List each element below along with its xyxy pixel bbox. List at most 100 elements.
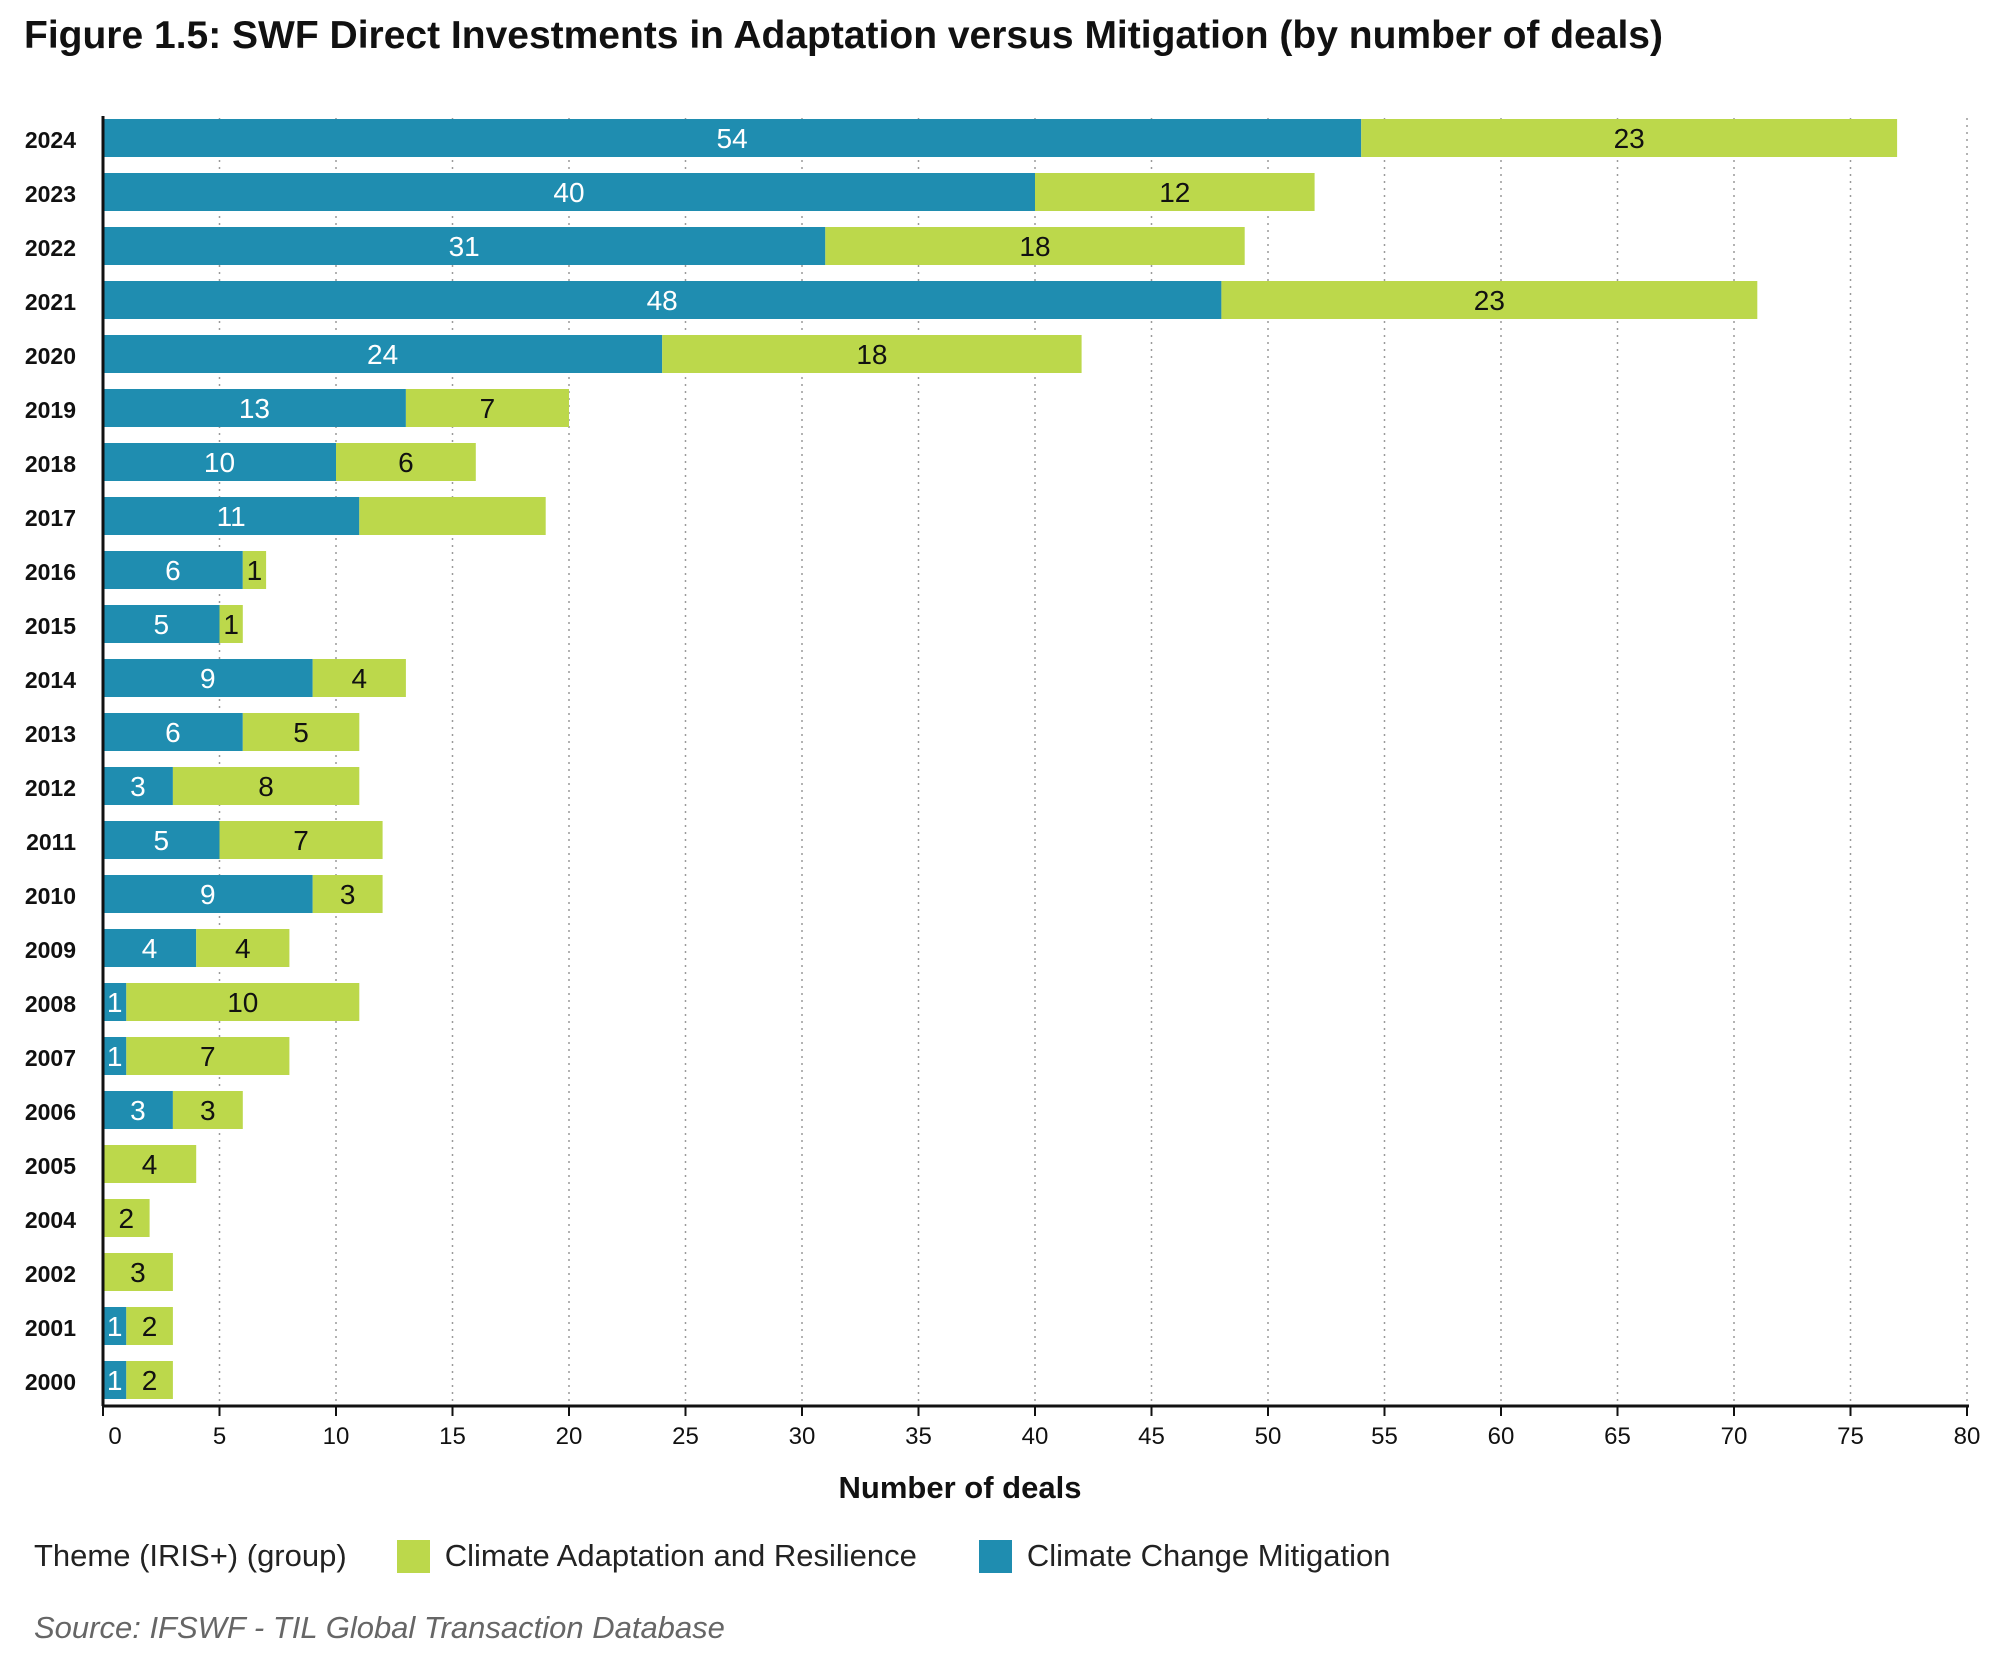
data-label-adaptation: 2 <box>142 1311 158 1342</box>
legend-item-mitigation: Climate Change Mitigation <box>978 1538 1391 1574</box>
data-label-mitigation: 6 <box>165 717 181 748</box>
x-tick-label: 10 <box>323 1423 350 1450</box>
y-tick-label: 2018 <box>25 451 76 477</box>
bar-adaptation <box>1221 281 1758 319</box>
data-label-adaptation: 8 <box>258 771 274 802</box>
bar-mitigation <box>103 713 243 751</box>
x-tick-label: 35 <box>905 1423 932 1450</box>
bar-adaptation <box>336 443 476 481</box>
x-tick-label: 30 <box>789 1423 816 1450</box>
bar-adaptation <box>126 1307 173 1345</box>
data-label-mitigation: 10 <box>204 447 235 478</box>
bar-mitigation <box>103 1091 173 1129</box>
y-tick-label: 2001 <box>25 1315 76 1341</box>
y-tick-label: 2000 <box>25 1369 76 1395</box>
data-label-adaptation: 23 <box>1474 285 1505 316</box>
data-label-mitigation: 1 <box>107 1041 123 1072</box>
bar-adaptation <box>103 1199 150 1237</box>
bar-mitigation <box>103 173 1035 211</box>
source-note: Source: IFSWF - TIL Global Transaction D… <box>34 1610 725 1645</box>
data-label-adaptation: 18 <box>1019 231 1050 262</box>
bar-adaptation <box>126 1361 173 1399</box>
bar-adaptation <box>242 551 267 589</box>
x-tick-label: 75 <box>1837 1423 1864 1450</box>
chart-title: Figure 1.5: SWF Direct Investments in Ad… <box>24 14 1663 57</box>
y-tick-label: 2016 <box>25 559 76 585</box>
data-label-adaptation: 4 <box>352 663 368 694</box>
data-label-mitigation: 48 <box>647 285 678 316</box>
x-tick-label: 45 <box>1138 1423 1165 1450</box>
data-label-mitigation: 6 <box>165 555 181 586</box>
bar-mitigation <box>103 983 127 1021</box>
y-tick-label: 2019 <box>25 397 76 423</box>
legend-label-mitigation: Climate Change Mitigation <box>1026 1538 1391 1573</box>
y-tick-label: 2022 <box>25 235 76 261</box>
data-label-mitigation: 24 <box>367 339 398 370</box>
data-label-adaptation: 2 <box>142 1365 158 1396</box>
legend-label-adaptation: Climate Adaptation and Resilience <box>444 1538 917 1573</box>
bar-mitigation <box>103 443 336 481</box>
x-tick-label: 50 <box>1255 1423 1282 1450</box>
data-label-adaptation: 1 <box>247 555 263 586</box>
data-label-adaptation: 10 <box>227 987 258 1018</box>
data-label-adaptation: 23 <box>1614 123 1645 154</box>
bar-adaptation <box>103 1145 197 1183</box>
bar-mitigation <box>103 821 220 859</box>
bar-adaptation <box>172 1091 243 1129</box>
x-tick-label: 25 <box>672 1423 699 1450</box>
y-tick-label: 2012 <box>25 775 76 801</box>
data-label-mitigation: 9 <box>200 663 216 694</box>
x-tick-label: 40 <box>1022 1423 1049 1450</box>
y-tick-label: 2004 <box>25 1207 76 1233</box>
data-label-adaptation: 3 <box>200 1095 216 1126</box>
x-tick-label: 5 <box>213 1423 226 1450</box>
bar-mitigation <box>103 389 406 427</box>
y-tick-label: 2024 <box>25 127 76 153</box>
x-tick-label: 65 <box>1604 1423 1631 1450</box>
bar-adaptation <box>126 1037 290 1075</box>
bar-mitigation <box>103 767 173 805</box>
bar-adaptation <box>359 497 546 535</box>
data-label-mitigation: 3 <box>130 1095 146 1126</box>
y-tick-label: 2020 <box>25 343 76 369</box>
bar-mitigation <box>103 551 243 589</box>
bar-adaptation <box>219 821 383 859</box>
y-tick-label: 2010 <box>25 883 76 909</box>
x-tick-label: 80 <box>1954 1423 1981 1450</box>
bar-adaptation <box>1035 173 1315 211</box>
x-tick-label: 55 <box>1371 1423 1398 1450</box>
bar-adaptation <box>172 767 360 805</box>
bar-adaptation <box>219 605 243 643</box>
data-label-mitigation: 11 <box>217 501 246 532</box>
y-tick-label: 2005 <box>25 1153 76 1179</box>
bar-adaptation <box>103 1253 173 1291</box>
data-label-mitigation: 13 <box>239 393 270 424</box>
data-label-mitigation: 1 <box>107 987 123 1018</box>
x-tick-label: 60 <box>1488 1423 1515 1450</box>
bar-mitigation <box>103 605 220 643</box>
bar-mitigation <box>103 119 1362 157</box>
y-tick-label: 2006 <box>25 1099 76 1125</box>
x-tick-label: 0 <box>108 1423 121 1450</box>
data-label-adaptation: 1 <box>223 609 239 640</box>
y-tick-label: 2009 <box>25 937 76 963</box>
bar-mitigation <box>103 497 360 535</box>
y-tick-label: 2017 <box>25 505 76 531</box>
legend-item-adaptation: Climate Adaptation and Resilience <box>396 1538 917 1574</box>
bar-adaptation <box>312 659 406 697</box>
data-label-mitigation: 54 <box>717 123 748 154</box>
y-tick-label: 2007 <box>25 1045 76 1071</box>
data-label-mitigation: 4 <box>142 933 158 964</box>
data-label-adaptation: 3 <box>340 879 356 910</box>
bar-adaptation <box>242 713 360 751</box>
data-label-mitigation: 1 <box>107 1311 123 1342</box>
data-label-mitigation: 9 <box>200 879 216 910</box>
bar-mitigation <box>103 929 197 967</box>
data-label-adaptation: 6 <box>398 447 414 478</box>
bar-mitigation <box>103 335 663 373</box>
data-label-mitigation: 5 <box>153 825 169 856</box>
data-label-mitigation: 5 <box>153 609 169 640</box>
y-tick-label: 2008 <box>25 991 76 1017</box>
x-tick-label: 20 <box>556 1423 583 1450</box>
